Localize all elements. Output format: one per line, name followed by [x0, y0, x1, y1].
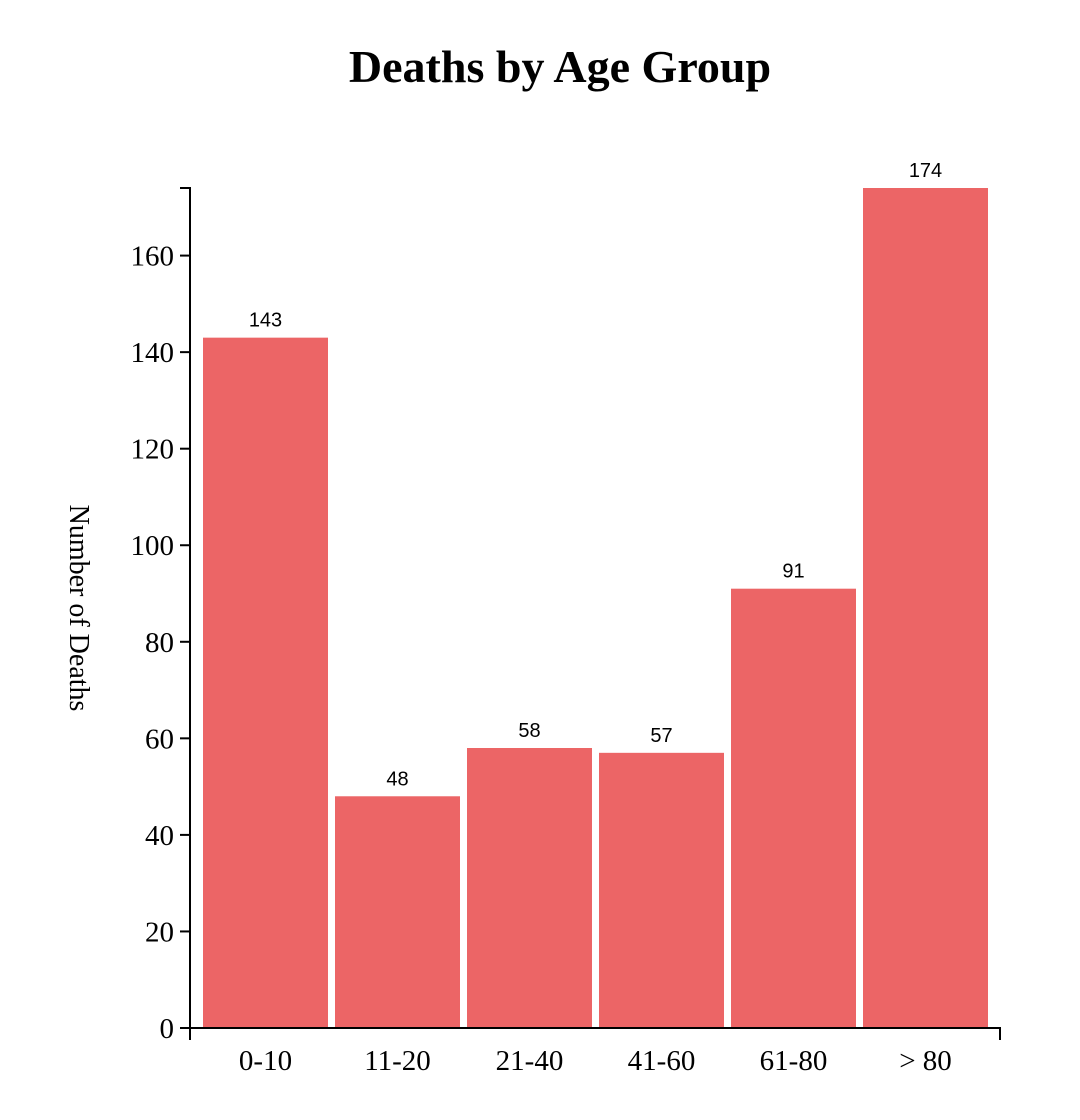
bar-3 [599, 752, 724, 1028]
y-tick-label-0: 0 [160, 1013, 175, 1045]
y-tick-label-6: 120 [131, 434, 175, 466]
y-axis: 0 20 40 60 80 100 120 140 160 [131, 187, 191, 1045]
bar-5 [863, 188, 988, 1028]
x-tick-label-0: 0-10 [239, 1045, 292, 1077]
x-axis-line [189, 1027, 1001, 1040]
bar-2 [467, 748, 592, 1028]
x-tick-label-3: 41-60 [628, 1045, 696, 1077]
bar-0 [203, 337, 328, 1029]
y-tick-label-8: 160 [131, 241, 175, 273]
x-axis: 0-10 11-20 21-40 41-60 61-80 > 80 [189, 1027, 1001, 1077]
value-label-1: 48 [386, 768, 408, 790]
value-labels-layer: 143 48 58 57 91 174 [249, 160, 942, 790]
chart-title: Deaths by Age Group [348, 41, 772, 92]
bar-4 [731, 588, 856, 1028]
value-label-2: 58 [518, 720, 540, 742]
value-label-3: 57 [650, 725, 672, 747]
bars-layer [203, 188, 988, 1029]
y-tick-label-3: 60 [145, 723, 174, 755]
value-label-0: 143 [249, 310, 282, 332]
value-label-5: 174 [909, 160, 942, 182]
bar-1 [335, 796, 460, 1028]
y-tick-label-4: 80 [145, 627, 174, 659]
y-axis-line [180, 187, 191, 1029]
x-tick-label-1: 11-20 [364, 1045, 431, 1077]
y-axis-title: Number of Deaths [63, 505, 94, 712]
y-tick-label-5: 100 [131, 530, 175, 562]
x-tick-label-5: > 80 [899, 1045, 952, 1077]
x-tick-label-2: 21-40 [496, 1045, 564, 1077]
x-tick-label-4: 61-80 [760, 1045, 828, 1077]
y-tick-label-7: 140 [131, 337, 175, 369]
value-label-4: 91 [782, 561, 804, 583]
y-tick-label-1: 20 [145, 916, 174, 948]
y-tick-label-2: 40 [145, 820, 174, 852]
